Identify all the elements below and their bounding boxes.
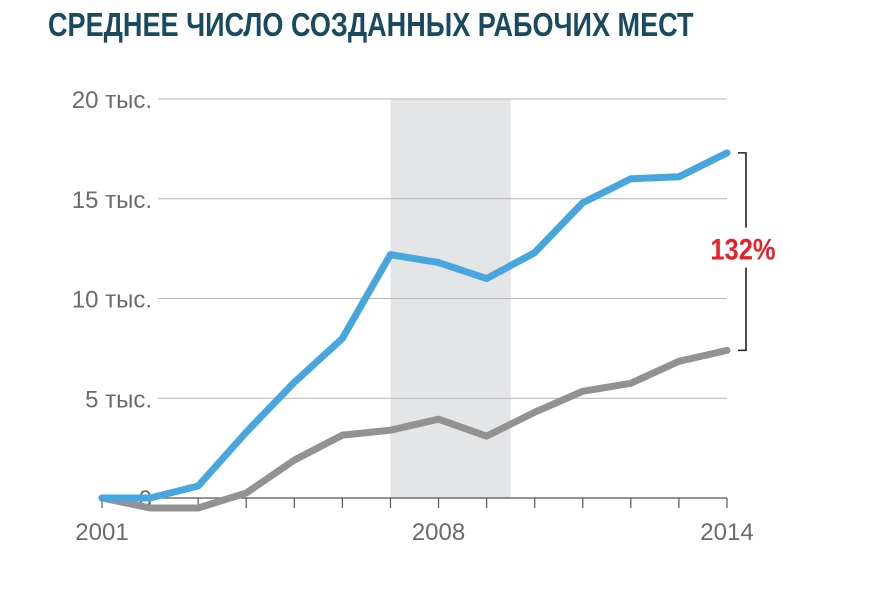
x-tick-label: 2001 bbox=[75, 519, 128, 546]
y-tick-label: 5 тыс. bbox=[85, 386, 152, 413]
y-tick-label: 10 тыс. bbox=[72, 287, 152, 314]
y-tick-label: 15 тыс. bbox=[72, 187, 152, 214]
gridlines bbox=[158, 98, 727, 399]
annotation-label-bg bbox=[700, 227, 784, 268]
chart-title: СРЕДНЕЕ ЧИСЛО СОЗДАННЫХ РАБОЧИХ МЕСТ bbox=[48, 6, 694, 43]
x-tick-label: 2008 bbox=[412, 519, 465, 546]
growth-annotation: 132% bbox=[700, 152, 784, 352]
series-line-1 bbox=[98, 149, 731, 502]
annotation-label: 132% bbox=[710, 233, 775, 266]
series-line-2 bbox=[98, 346, 731, 512]
series-lines bbox=[98, 149, 731, 512]
x-tick-labels: 2001 2008 2014 bbox=[75, 519, 753, 546]
x-tick-label: 2014 bbox=[700, 519, 753, 546]
y-tick-label: 20 тыс. bbox=[72, 87, 152, 114]
y-tick-labels: 05 тыс.10 тыс.15 тыс.20 тыс. bbox=[72, 87, 152, 513]
